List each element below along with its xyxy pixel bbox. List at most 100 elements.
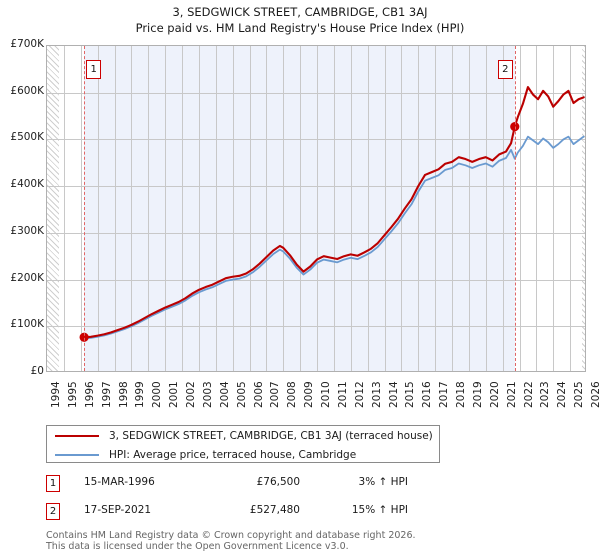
gridline-vertical: [317, 46, 318, 371]
gridline-vertical: [266, 46, 268, 371]
x-axis-tick-label: 2000: [151, 381, 164, 408]
x-axis-tick-label: 1998: [117, 381, 130, 408]
x-axis-tick-label: 2012: [353, 381, 366, 408]
transaction-price: £527,480: [249, 504, 300, 516]
gridline-vertical: [519, 46, 521, 371]
legend-label-price-paid: 3, SEDGWICK STREET, CAMBRIDGE, CB1 3AJ (…: [109, 429, 433, 442]
x-axis-tick-label: 2009: [303, 381, 316, 408]
footer-attribution: Contains HM Land Registry data © Crown c…: [46, 530, 586, 552]
y-axis-tick-label: £600K: [10, 84, 44, 97]
gridline-horizontal: [47, 139, 585, 141]
gridline-vertical: [63, 46, 65, 371]
x-axis-tick-label: 2002: [185, 381, 197, 408]
x-axis-tick-label: 2022: [522, 381, 535, 408]
x-axis-tick-label: 2026: [590, 381, 600, 408]
page-subtitle: Price paid vs. HM Land Registry's House …: [135, 21, 465, 35]
footer-line-1: Contains HM Land Registry data © Crown c…: [46, 530, 416, 541]
transaction-index-badge: 2: [46, 503, 60, 520]
x-axis-tick-label: 2013: [370, 381, 383, 408]
legend-swatch-hpi: [55, 453, 99, 456]
x-axis-tick-label: 2021: [505, 381, 518, 408]
y-axis-tick-label: £400K: [10, 178, 44, 191]
x-axis-tick-label: 2005: [235, 381, 248, 408]
gridline-vertical: [114, 46, 116, 371]
y-axis-tick-label: £200K: [10, 271, 44, 284]
y-axis-tick-label: £100K: [10, 318, 44, 331]
x-axis-tick-label: 2023: [539, 381, 552, 408]
x-axis-tick-label: 1994: [50, 381, 62, 408]
gridline-vertical: [401, 46, 403, 371]
y-axis-tick-label: £300K: [10, 224, 44, 237]
gridline-vertical: [502, 46, 504, 371]
gridline-vertical: [468, 46, 470, 371]
x-axis-tick-label: 2010: [320, 381, 332, 408]
x-axis-tick-label: 1999: [134, 381, 147, 408]
gridline-vertical: [333, 46, 335, 371]
title-block: 3, SEDGWICK STREET, CAMBRIDGE, CB1 3AJ P…: [0, 4, 600, 36]
gridline-vertical: [232, 46, 234, 371]
x-axis-tick-label: 2020: [488, 381, 501, 408]
transaction-hpi-delta: 3% ↑ HPI: [358, 476, 408, 488]
legend-item-hpi: HPI: Average price, terraced house, Camb…: [47, 445, 439, 464]
x-axis-tick-label: 2018: [455, 381, 467, 408]
x-axis-tick-label: 2004: [218, 381, 231, 408]
gridline-vertical: [131, 46, 133, 371]
series-line-price-paid: [83, 86, 585, 339]
x-axis-tick-label: 2016: [421, 381, 434, 408]
x-axis-tick-label: 2014: [387, 381, 400, 408]
x-axis-tick-label: 2007: [269, 381, 282, 408]
gridline-horizontal: [47, 326, 585, 328]
gridline-horizontal: [47, 279, 585, 281]
y-axis-tick-label: £700K: [10, 38, 44, 50]
x-axis-tick-label: 2019: [471, 381, 484, 408]
x-axis-tick-label: 2025: [573, 381, 586, 408]
x-axis-tick-label: 2006: [252, 381, 265, 408]
x-axis-tick-label: 2003: [201, 381, 214, 408]
x-axis-tick-label: 1995: [66, 381, 79, 408]
transaction-index-badge: 1: [46, 475, 60, 492]
gridline-vertical: [485, 46, 487, 371]
legend-item-price-paid: 3, SEDGWICK STREET, CAMBRIDGE, CB1 3AJ (…: [47, 426, 439, 445]
y-axis-tick-label: £500K: [10, 131, 44, 144]
gridline-vertical: [182, 46, 183, 371]
gridline-vertical: [198, 46, 200, 371]
gridline-vertical: [350, 46, 352, 371]
transaction-price: £76,500: [256, 476, 300, 488]
gridline-vertical: [418, 46, 420, 371]
event-marker-line: [514, 46, 516, 371]
hatched-no-data-span: [47, 46, 59, 371]
gridline-vertical: [300, 46, 302, 371]
event-marker-badge: 2: [497, 60, 513, 79]
page-title: 3, SEDGWICK STREET, CAMBRIDGE, CB1 3AJ: [172, 5, 428, 19]
gridline-vertical: [367, 46, 369, 371]
transaction-hpi-delta: 15% ↑ HPI: [351, 504, 408, 516]
series-line-hpi: [83, 135, 585, 340]
x-axis-tick-label: 2015: [404, 381, 417, 408]
gridline-vertical: [215, 46, 217, 371]
shaded-ownership-span: [84, 46, 515, 371]
transaction-date: 17-SEP-2021: [84, 504, 152, 516]
chart-series-layer: [79, 86, 585, 342]
x-axis-tick-label: 2001: [168, 381, 181, 408]
transaction-date: 15-MAR-1996: [84, 476, 155, 488]
gridline-horizontal: [47, 92, 585, 94]
gridline-vertical: [570, 46, 572, 371]
x-axis-tick-label: 1997: [100, 381, 113, 408]
footer-line-2: This data is licensed under the Open Gov…: [46, 541, 349, 552]
gridline-vertical: [384, 46, 386, 371]
x-axis-tick-label: 2008: [286, 381, 299, 408]
x-axis-tick-label: 2011: [336, 381, 349, 408]
gridline-vertical: [97, 46, 99, 371]
x-axis-tick-label: 1996: [83, 381, 96, 408]
x-axis-tick-label: 2024: [556, 381, 569, 408]
gridline-vertical: [165, 46, 167, 371]
gridline-vertical: [283, 46, 285, 371]
hatched-no-data-span: [581, 46, 585, 371]
gridline-vertical: [80, 46, 82, 371]
y-axis-tick-label: £0: [30, 365, 44, 377]
gridline-horizontal: [47, 186, 585, 188]
gridline-vertical: [452, 46, 453, 371]
gridline-vertical: [249, 46, 251, 371]
